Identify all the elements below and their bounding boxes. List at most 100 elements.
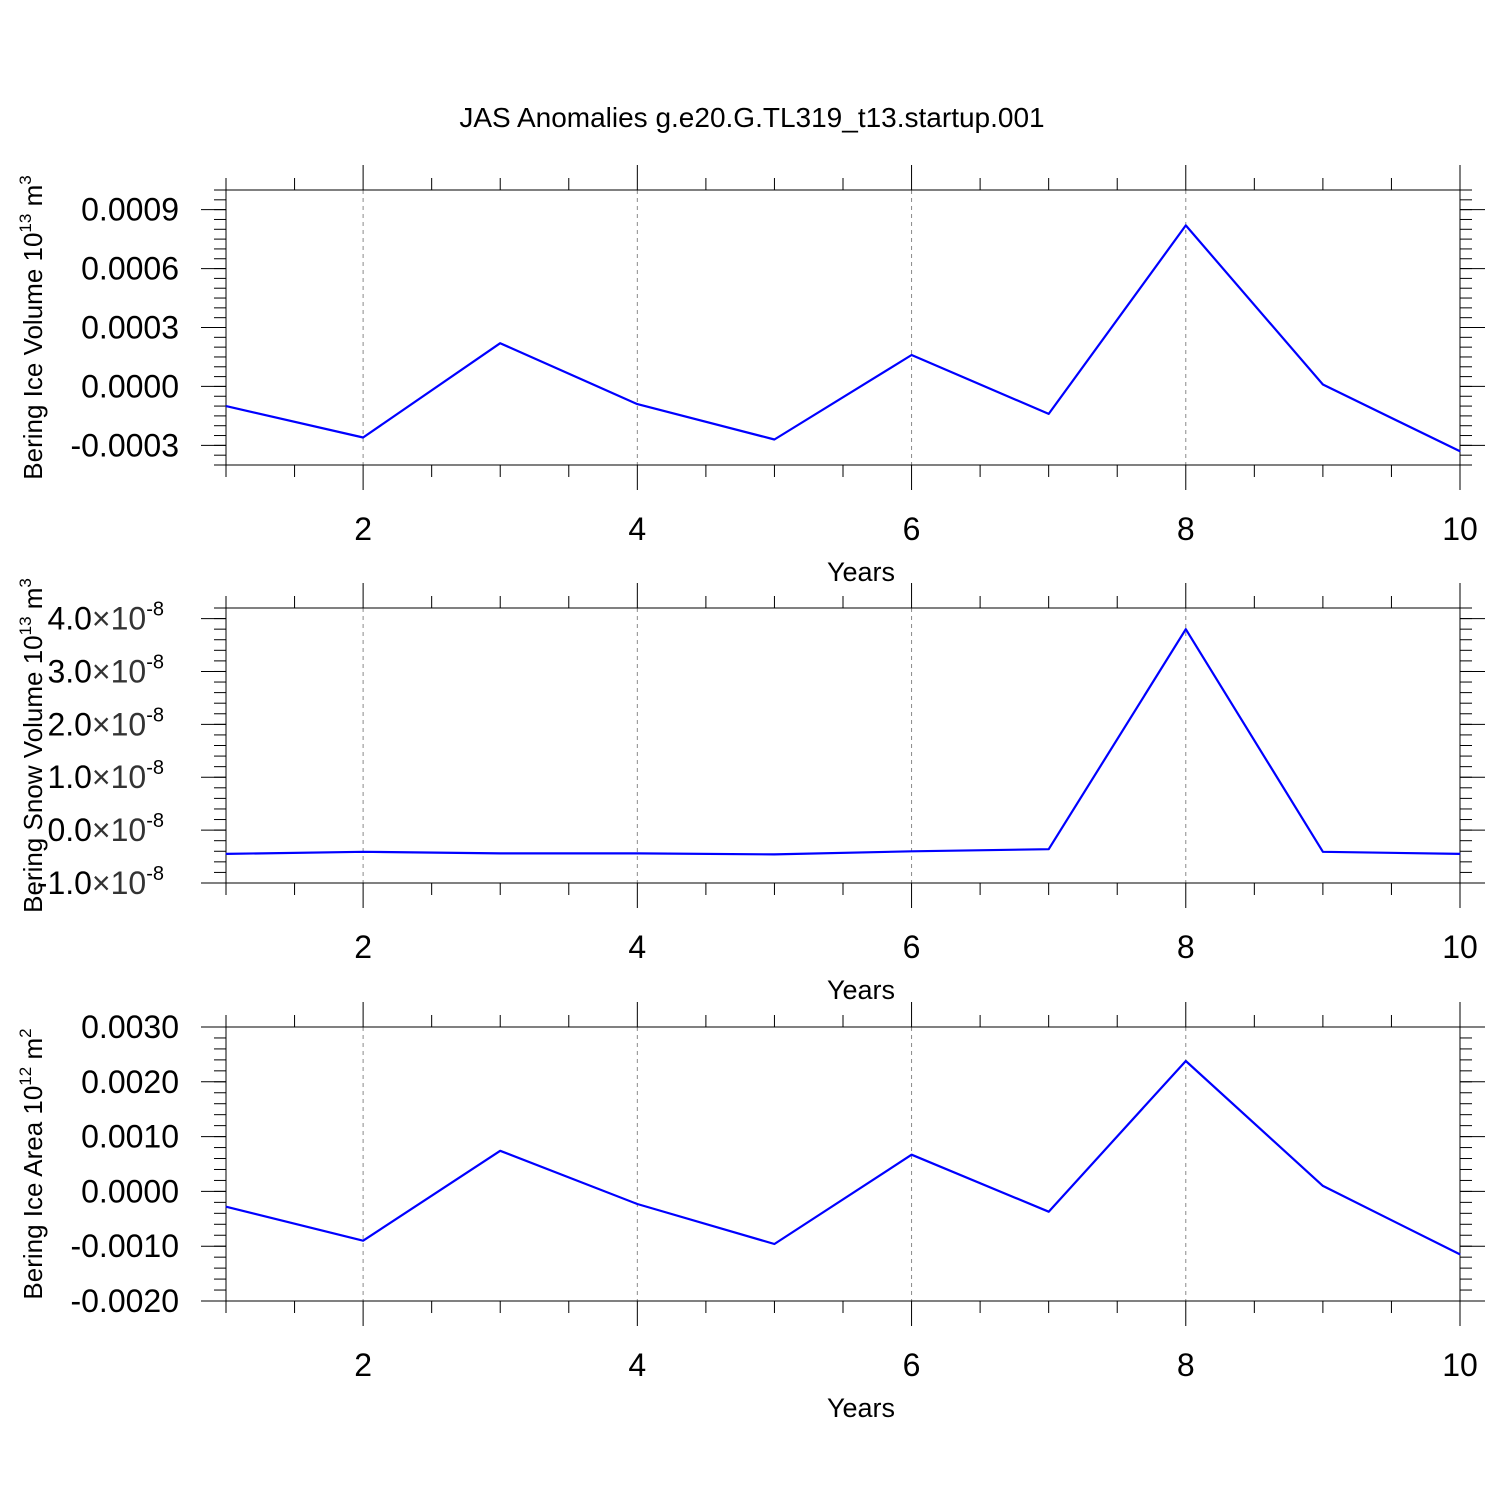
data-point	[1459, 1253, 1461, 1255]
series-line	[225, 224, 1461, 453]
y-tick-label: -0.0010	[70, 1228, 179, 1264]
y-tick-times: ×10	[92, 865, 146, 901]
data-point	[1322, 383, 1324, 385]
y-tick-label: 0.0030	[81, 1009, 179, 1045]
chart-panel-1: 2 4 6 8 10 -0.0003 0.0000 0.0003 0.0006 0.0009 Yea…	[16, 165, 1485, 587]
figure-title: JAS Anomalies g.e20.G.TL319_t13.startup.…	[459, 102, 1044, 133]
y-tick-label: 0.0×10-8	[47, 810, 164, 848]
data-point	[499, 852, 501, 854]
y-tick-mantissa: 2.0	[47, 706, 91, 742]
y-tick-label: -0.0003	[70, 427, 179, 463]
data-point	[362, 1240, 364, 1242]
y-tick-mantissa: -1.0	[37, 865, 92, 901]
x-tick-label: 4	[628, 1347, 646, 1383]
series-line	[225, 1059, 1461, 1256]
y-tick-label: 3.0×10-8	[47, 651, 164, 689]
y-axis-title-exponent: 12	[16, 1067, 35, 1086]
data-point	[1459, 450, 1461, 452]
y-tick-label: 0.0006	[81, 251, 179, 287]
x-tick-label: 8	[1177, 929, 1195, 965]
y-tick-label: -1.0×10-8	[37, 863, 164, 901]
x-axis-title: Years	[827, 1393, 895, 1423]
y-tick-mantissa: 1.0	[47, 759, 91, 795]
y-axis-title-text: Bering Snow Volume 10	[18, 635, 48, 913]
x-tick-label: 2	[354, 1347, 372, 1383]
data-point	[499, 342, 501, 344]
y-tick-exponent: -8	[146, 863, 164, 885]
y-axis-title: Bering Ice Volume 1013 m3	[16, 175, 48, 479]
y-tick-label: 2.0×10-8	[47, 704, 164, 742]
x-tick-label: 4	[628, 511, 646, 547]
data-point	[773, 1243, 775, 1245]
x-tick-label: 6	[903, 929, 921, 965]
y-axis-title-unit-exponent: 3	[16, 175, 35, 184]
x-tick-label: 10	[1442, 1347, 1478, 1383]
chart-panels: 2 4 6 8 10 -0.0003 0.0000 0.0003 0.0006 0.0009 Yea…	[16, 165, 1485, 1423]
data-point	[636, 852, 638, 854]
data-point	[362, 437, 364, 438]
x-tick-label: 8	[1177, 511, 1195, 547]
x-axis-title: Years	[827, 975, 895, 1005]
data-point	[1459, 853, 1461, 855]
data-point	[1322, 851, 1324, 853]
y-tick-exponent: -8	[146, 757, 164, 779]
y-tick-mantissa: 3.0	[47, 653, 91, 689]
x-tick-label: 6	[903, 1347, 921, 1383]
plot-frame	[225, 1026, 1461, 1302]
data-point	[636, 1203, 638, 1205]
plot-frame	[225, 607, 1461, 884]
x-tick-label: 6	[903, 511, 921, 547]
y-axis-title-unit: m	[18, 185, 48, 214]
y-axis-title-unit: m	[18, 588, 48, 617]
x-tick-label: 2	[354, 511, 372, 547]
data-point	[225, 405, 227, 407]
data-point	[773, 853, 775, 855]
y-tick-exponent: -8	[146, 599, 164, 621]
data-point	[911, 850, 913, 852]
y-tick-exponent: -8	[146, 810, 164, 832]
y-tick-times: ×10	[92, 601, 146, 637]
x-tick-label: 2	[354, 929, 372, 965]
x-tick-label: 8	[1177, 1347, 1195, 1383]
series-line	[225, 628, 1461, 856]
x-tick-label: 10	[1442, 929, 1478, 965]
y-axis-title-unit: m	[18, 1038, 48, 1067]
data-point	[1048, 413, 1050, 415]
y-tick-label: 1.0×10-8	[47, 757, 164, 795]
data-point	[773, 438, 775, 440]
data-point	[636, 403, 638, 405]
y-axis-title-unit-exponent: 3	[16, 578, 35, 587]
data-point	[1185, 224, 1187, 226]
y-axis-title-text: Bering Ice Volume 10	[18, 233, 48, 480]
y-tick-label: 0.0003	[81, 310, 179, 346]
x-tick-label: 10	[1442, 511, 1478, 547]
data-point	[911, 354, 913, 356]
y-tick-label: 4.0×10-8	[47, 599, 164, 637]
data-point	[1048, 1211, 1050, 1213]
y-axis-title-exponent: 13	[16, 214, 35, 233]
y-tick-mantissa: 0.0	[47, 812, 91, 848]
data-point	[911, 1154, 913, 1156]
y-axis-title-text: Bering Ice Area 10	[18, 1086, 48, 1300]
y-axis-title-unit-exponent: 2	[16, 1028, 35, 1037]
y-axis-title: Bering Snow Volume 1013 m3	[16, 578, 48, 913]
data-point	[1185, 628, 1187, 630]
y-tick-label: 0.0010	[81, 1119, 179, 1155]
y-axis-title-exponent: 13	[16, 616, 35, 635]
chart-panel-3: 2 4 6 8 10 -0.0020 -0.0010 0.0000 0.0010 0.0020 0.…	[16, 1002, 1485, 1423]
data-point	[1048, 848, 1050, 850]
y-tick-times: ×10	[92, 706, 146, 742]
y-tick-label: -0.0020	[70, 1283, 179, 1319]
data-point	[499, 1150, 501, 1152]
y-tick-times: ×10	[92, 653, 146, 689]
data-point	[225, 853, 227, 855]
y-tick-label: 0.0020	[81, 1064, 179, 1100]
y-tick-label: 0.0000	[81, 1173, 179, 1209]
data-point	[1322, 1185, 1324, 1187]
y-tick-exponent: -8	[146, 704, 164, 726]
y-tick-label: 0.0000	[81, 368, 179, 404]
chart-panel-2: 2 4 6 8 10-1.0×10-80.0×10-81.0×10-82.0×10-83…	[16, 578, 1485, 1005]
y-tick-label: 0.0009	[81, 192, 179, 228]
y-tick-exponent: -8	[146, 651, 164, 673]
